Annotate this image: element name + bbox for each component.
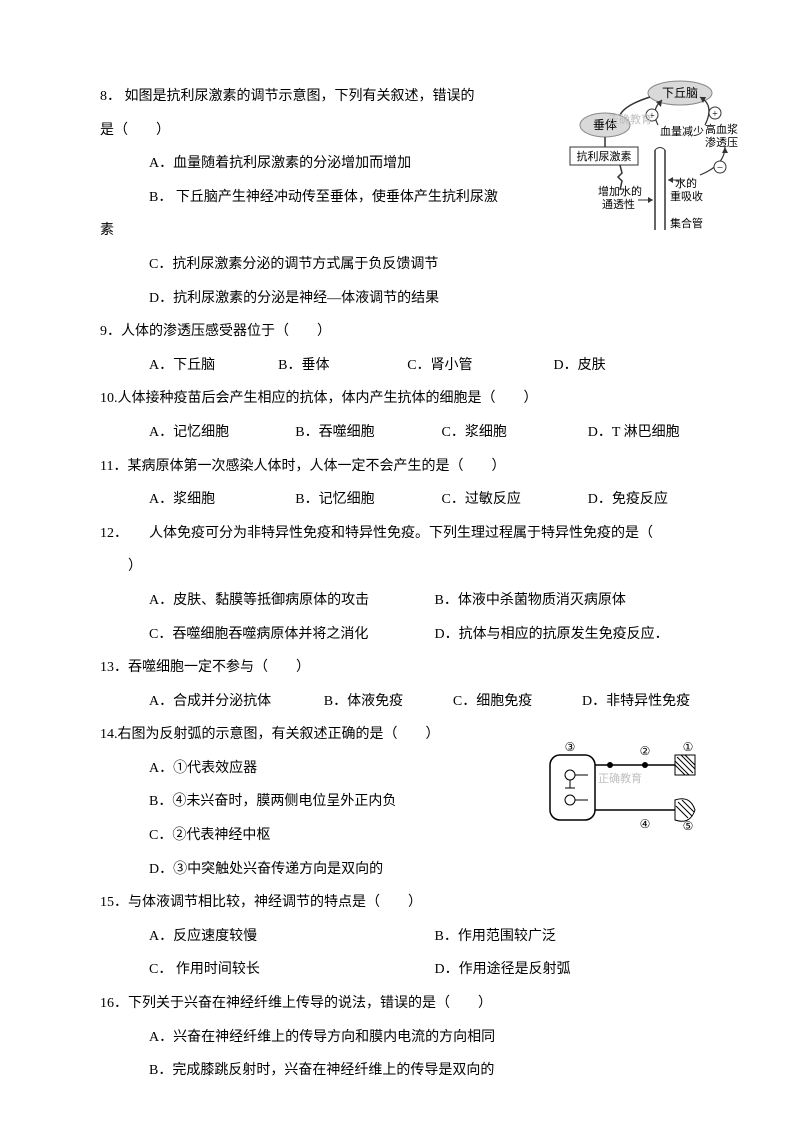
- q8-opt-b: B． 下丘脑产生神经冲动传至垂体，使垂体产生抗利尿激: [100, 181, 720, 215]
- q16-num: 16．: [100, 996, 128, 1011]
- question-8: 8． 如图是抗利尿激素的调节示意图，下列有关叙述，错误的 是（ ） A．血量随着…: [100, 80, 720, 315]
- question-9: 9．人体的渗透压感受器位于（ ） A．下丘脑 B．垂体 C．肾小管 D．皮肤: [100, 315, 720, 382]
- q16-opt-b: B．完成膝跳反射时，兴奋在神经纤维上的传导是双向的: [100, 1054, 720, 1088]
- q10-opt-c: C．浆细胞: [442, 416, 585, 450]
- q13-opt-d: D．非特异性免疫: [582, 685, 719, 719]
- q10-opt-a: A．记忆细胞: [149, 416, 292, 450]
- exam-page: 下丘脑 垂体 抗利尿激素 增加水的 通透性 水的 重吸收 集合管: [0, 0, 800, 1128]
- question-13: 13．吞噬细胞一定不参与（ ） A．合成并分泌抗体 B．体液免疫 C．细胞免疫 …: [100, 651, 720, 718]
- q9-opt-c: C．肾小管: [407, 349, 550, 383]
- q11-opt-a: A．浆细胞: [149, 483, 292, 517]
- q15-opt-a: A．反应速度较慢: [149, 920, 435, 954]
- q16-stem: 下列关于兴奋在神经纤维上传导的说法，错误的是（ ）: [128, 996, 492, 1011]
- q15-stem: 与体液调节相比较，神经调节的特点是（ ）: [128, 895, 422, 910]
- q8-stem1: 如图是抗利尿激素的调节示意图，下列有关叙述，错误的: [125, 89, 475, 104]
- question-16: 16．下列关于兴奋在神经纤维上传导的说法，错误的是（ ） A．兴奋在神经纤维上的…: [100, 987, 720, 1088]
- q11-opt-b: B．记忆细胞: [295, 483, 438, 517]
- q14-opt-c: C．②代表神经中枢: [100, 819, 720, 853]
- q12-stem2: ）: [100, 550, 720, 584]
- q9-opt-d: D．皮肤: [553, 349, 679, 383]
- q13-opt-c: C．细胞免疫: [453, 685, 579, 719]
- q8-stem2: 是（ ）: [100, 114, 720, 148]
- q8-opt-b2: 素: [100, 214, 720, 248]
- question-10: 10.人体接种疫苗后会产生相应的抗体，体内产生抗体的细胞是（ ） A．记忆细胞 …: [100, 382, 720, 449]
- q13-opt-a: A．合成并分泌抗体: [149, 685, 320, 719]
- q15-num: 15．: [100, 895, 128, 910]
- q13-stem: 吞噬细胞一定不参与（ ）: [128, 660, 310, 675]
- q10-opt-d: D．T 淋巴细胞: [588, 416, 719, 450]
- question-11: 11．某病原体第一次感染人体时，人体一定不会产生的是（ ） A．浆细胞 B．记忆…: [100, 450, 720, 517]
- q14-opt-b: B．④未兴奋时，膜两侧电位呈外正内负: [100, 785, 720, 819]
- q12-opt-d: D．抗体与相应的抗原发生免疫反应．: [435, 618, 721, 652]
- q13-num: 13．: [100, 660, 128, 675]
- q10-opt-b: B．吞噬细胞: [295, 416, 438, 450]
- question-12: 12． 人体免疫可分为非特异性免疫和特异性免疫。下列生理过程属于特异性免疫的是（…: [100, 517, 720, 651]
- q12-opt-c: C．吞噬细胞吞噬病原体并将之消化: [149, 618, 435, 652]
- q11-opt-d: D．免疫反应: [588, 483, 719, 517]
- q14-num: 14.: [100, 727, 118, 742]
- q10-num: 10.: [100, 391, 118, 406]
- q12-num: 12．: [100, 526, 121, 541]
- q8-num: 8．: [100, 89, 121, 104]
- q16-opt-a: A．兴奋在神经纤维上的传导方向和膜内电流的方向相同: [100, 1021, 720, 1055]
- q8-opt-d: D．抗利尿激素的分泌是神经—体液调节的结果: [100, 282, 720, 316]
- q14-opt-a: A．①代表效应器: [100, 752, 720, 786]
- q15-opt-b: B．作用范围较广泛: [435, 920, 721, 954]
- q9-num: 9．: [100, 324, 121, 339]
- q15-opt-d: D．作用途径是反射弧: [435, 953, 721, 987]
- q9-opt-a: A．下丘脑: [149, 349, 275, 383]
- q11-stem: 某病原体第一次感染人体时，人体一定不会产生的是（ ）: [127, 459, 505, 474]
- question-15: 15．与体液调节相比较，神经调节的特点是（ ） A．反应速度较慢 B．作用范围较…: [100, 886, 720, 987]
- q8-opt-a: A．血量随着抗利尿激素的分泌增加而增加: [100, 147, 720, 181]
- q11-num: 11．: [100, 459, 127, 474]
- q12-opt-b: B．体液中杀菌物质消灭病原体: [435, 584, 721, 618]
- q9-stem: 人体的渗透压感受器位于（ ）: [121, 324, 331, 339]
- q11-opt-c: C．过敏反应: [442, 483, 585, 517]
- q8-opt-c: C．抗利尿激素分泌的调节方式属于负反馈调节: [100, 248, 720, 282]
- q14-opt-d: D．③中突触处兴奋传递方向是双向的: [100, 853, 720, 887]
- q12-opt-a: A．皮肤、黏膜等抵御病原体的攻击: [149, 584, 435, 618]
- q10-stem: 人体接种疫苗后会产生相应的抗体，体内产生抗体的细胞是（ ）: [118, 391, 538, 406]
- q14-stem: 右图为反射弧的示意图，有关叙述正确的是（ ）: [118, 727, 440, 742]
- q13-opt-b: B．体液免疫: [324, 685, 450, 719]
- q15-opt-c: C． 作用时间较长: [149, 953, 435, 987]
- q12-stem1: 人体免疫可分为非特异性免疫和特异性免疫。下列生理过程属于特异性免疫的是（: [149, 526, 653, 541]
- question-14: 14.右图为反射弧的示意图，有关叙述正确的是（ ） A．①代表效应器 B．④未兴…: [100, 718, 720, 886]
- q9-opt-b: B．垂体: [278, 349, 404, 383]
